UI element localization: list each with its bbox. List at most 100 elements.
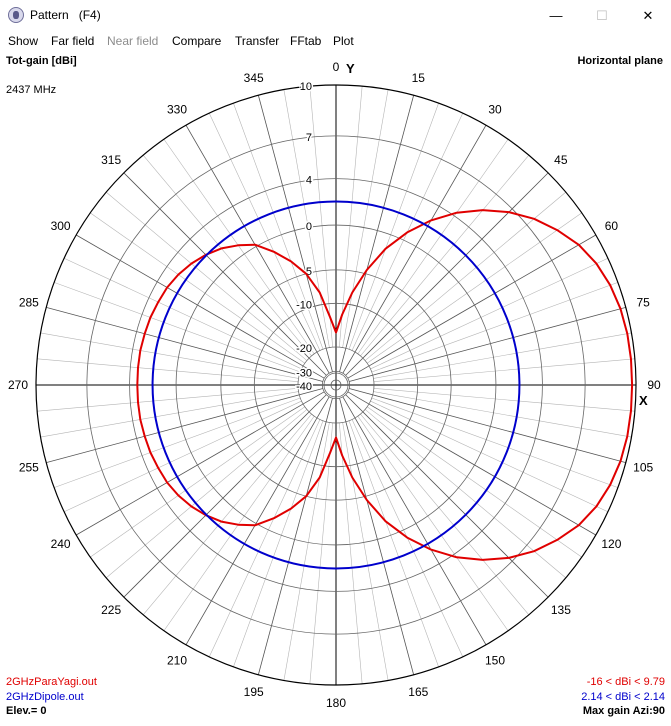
close-button[interactable]: ✕	[642, 7, 654, 23]
quantity-label: Tot-gain [dBi]	[6, 55, 77, 67]
grid-spoke	[163, 139, 315, 355]
grid-spoke	[75, 234, 325, 379]
grid-spoke	[142, 154, 312, 357]
angle-tick-label: 210	[167, 653, 187, 667]
grid-spoke	[370, 257, 609, 370]
grid-spoke	[37, 358, 299, 382]
grid-spoke	[345, 394, 549, 598]
radial-tick-label: 0	[306, 221, 312, 233]
series-2-trace	[151, 200, 521, 570]
legend-file-2: 2GHzDipole.out	[6, 691, 84, 703]
max-gain-label: Max gain Azi:90	[582, 705, 665, 717]
angle-tick-label: 255	[19, 460, 39, 474]
grid-ring	[220, 269, 452, 501]
title-bar: Pattern (F4) — ☐ ✕	[0, 0, 671, 31]
grid-spoke	[123, 394, 327, 598]
polar-chart: 0 15 30 45 60 75 90 105 120 135 150 165 180 195 210 225…	[8, 60, 661, 710]
grid-spoke	[349, 306, 626, 382]
grid-spoke	[339, 95, 415, 372]
radial-tick-label: 10	[300, 81, 312, 93]
window-title: Pattern (F4)	[30, 8, 101, 22]
angle-tick-label: 270	[8, 378, 28, 392]
angle-tick-label: 45	[554, 153, 568, 167]
angle-tick-label: 345	[244, 71, 264, 85]
angle-tick-label: 15	[412, 71, 426, 85]
grid-spoke	[185, 124, 330, 374]
radial-tick-label: -20	[296, 343, 312, 355]
radial-tick-label: -30	[296, 367, 312, 379]
angle-tick-label: 165	[408, 685, 428, 699]
angle-tick-label: 195	[244, 685, 264, 699]
grid-spoke	[163, 415, 315, 631]
menu-show[interactable]: Show	[8, 34, 39, 48]
y-axis-label: Y	[346, 61, 355, 76]
menu-compare[interactable]: Compare	[172, 34, 222, 48]
angle-tick-label: 330	[167, 103, 187, 117]
elevation-label: Elev.= 0	[6, 705, 47, 717]
radial-tick-labels: 10 7 4 0 -5 -10 -20 -30 -40	[295, 80, 314, 395]
grid-ring-center	[323, 372, 349, 398]
grid-spoke	[257, 398, 333, 675]
grid-spoke	[63, 400, 302, 513]
grid-spoke	[309, 422, 333, 684]
grid-spoke	[360, 154, 530, 357]
grid-spoke	[46, 306, 323, 382]
grid-spoke	[257, 95, 333, 372]
angle-tick-label: 300	[51, 219, 71, 233]
angle-tick-labels: 0 15 30 45 60 75 90 105 120 135 150 165 180 195 210 225…	[8, 60, 661, 710]
radial-tick-label: -5	[302, 266, 312, 278]
grid-spoke	[342, 396, 487, 646]
grid-spoke	[373, 388, 635, 412]
grid-spoke	[366, 212, 582, 364]
angle-tick-label: 30	[488, 103, 502, 117]
grid-spoke	[342, 124, 487, 374]
radial-tick-label: -10	[296, 299, 312, 311]
grid-spoke	[105, 191, 308, 361]
frequency-label: 2437 MHz	[6, 84, 57, 96]
angle-tick-label: 135	[551, 603, 571, 617]
grid-ring	[253, 302, 419, 468]
grid-spoke	[360, 413, 530, 616]
angle-tick-label: 120	[601, 537, 621, 551]
angle-tick-label: 150	[485, 653, 505, 667]
menu-near-field[interactable]: Near field	[107, 34, 159, 48]
grid-spoke	[208, 419, 321, 658]
menu-fftab[interactable]: FFtab	[290, 34, 322, 48]
angle-tick-label: 105	[633, 460, 653, 474]
maximize-button[interactable]: ☐	[596, 7, 608, 23]
angle-tick-label: 180	[326, 696, 346, 710]
app-icon	[8, 7, 24, 23]
angle-tick-label: 75	[636, 296, 650, 310]
polar-grid	[35, 84, 637, 686]
grid-spoke	[373, 358, 635, 382]
grid-ring	[86, 135, 586, 635]
grid-spoke	[349, 388, 626, 464]
grid-spoke	[370, 400, 609, 513]
grid-ring-center	[330, 379, 342, 391]
grid-spoke	[339, 422, 363, 684]
grid-spoke	[208, 112, 321, 351]
menu-transfer[interactable]: Transfer	[235, 34, 280, 48]
minimize-button[interactable]: —	[549, 8, 563, 23]
grid-spoke	[347, 391, 597, 536]
series-1-trace	[136, 209, 634, 561]
grid-spoke	[357, 139, 509, 355]
angle-tick-label: 0	[333, 60, 340, 74]
radial-tick-label: -40	[296, 381, 312, 393]
angle-tick-label: 60	[605, 219, 619, 233]
pattern-traces	[136, 200, 634, 570]
grid-spoke	[46, 388, 323, 464]
menu-far-field[interactable]: Far field	[51, 34, 95, 48]
grid-spoke	[63, 257, 302, 370]
grid-spoke	[364, 409, 567, 579]
legend-range-2: 2.14 < dBi < 2.14	[581, 691, 665, 703]
pattern-plot-area: 0 15 30 45 60 75 90 105 120 135 150 165 180 195 210 225…	[0, 51, 671, 721]
grid-spoke	[123, 172, 327, 376]
radial-tick-label: 7	[306, 132, 312, 144]
grid-spoke	[364, 191, 567, 361]
grid-spoke	[90, 212, 306, 364]
menu-plot[interactable]: Plot	[333, 34, 354, 48]
grid-ring	[321, 370, 351, 400]
grid-spoke	[366, 406, 582, 558]
plane-label: Horizontal plane	[577, 55, 663, 67]
